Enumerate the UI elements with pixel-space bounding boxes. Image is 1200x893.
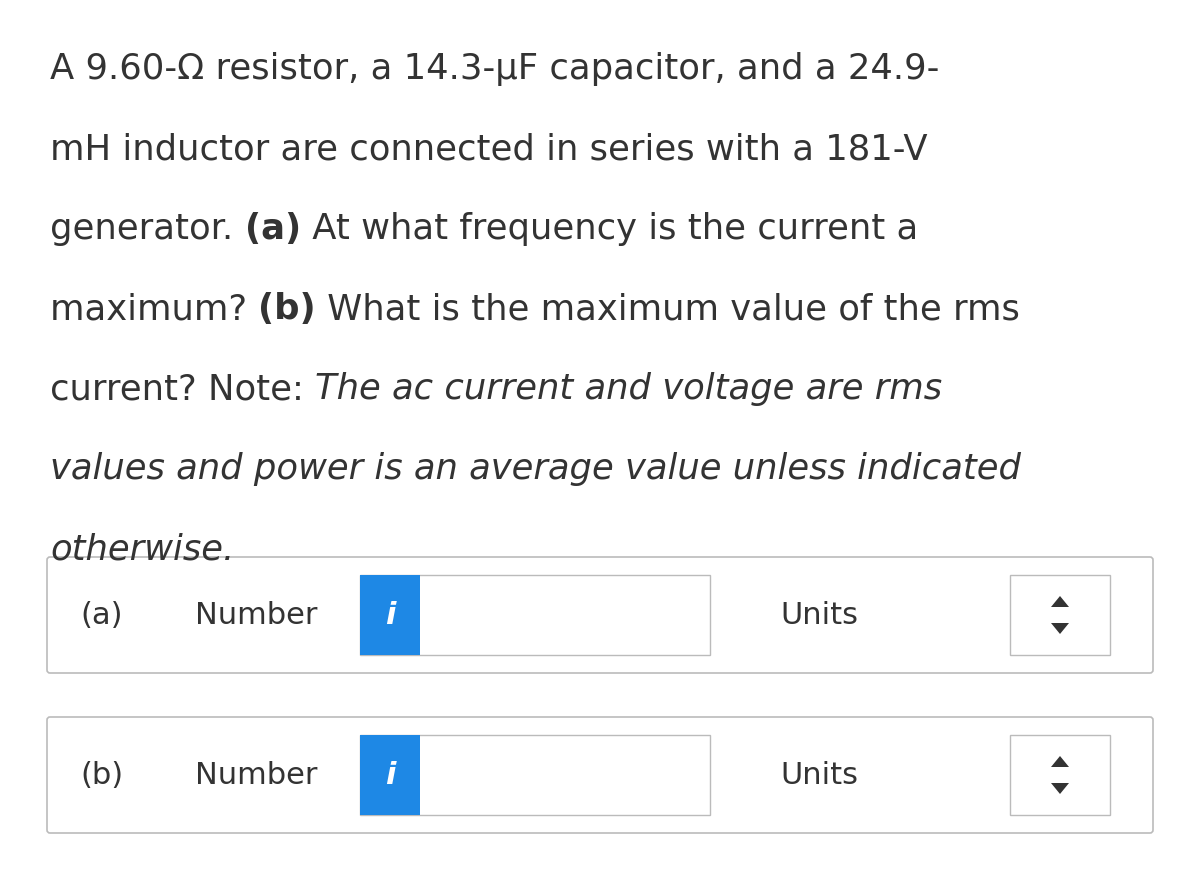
Text: generator.: generator. (50, 212, 245, 246)
Bar (360, 575, 710, 655)
Text: Number: Number (194, 600, 318, 630)
Polygon shape (1051, 756, 1069, 767)
FancyBboxPatch shape (47, 717, 1153, 833)
Text: Number: Number (194, 761, 318, 789)
Text: i: i (385, 761, 395, 789)
Text: (b): (b) (258, 292, 316, 326)
Text: At what frequency is the current a: At what frequency is the current a (301, 212, 918, 246)
Text: maximum?: maximum? (50, 292, 258, 326)
Text: Units: Units (780, 761, 858, 789)
Bar (360, 735, 420, 815)
Text: A 9.60-Ω resistor, a 14.3-μF capacitor, and a 24.9-: A 9.60-Ω resistor, a 14.3-μF capacitor, … (50, 52, 940, 86)
Text: (a): (a) (245, 212, 301, 246)
Text: (b): (b) (80, 761, 124, 789)
Text: values and power is an average value unless indicated: values and power is an average value unl… (50, 452, 1021, 486)
Polygon shape (1051, 596, 1069, 607)
Polygon shape (1051, 623, 1069, 634)
Text: (a): (a) (80, 600, 122, 630)
Text: mH inductor are connected in series with a 181-V: mH inductor are connected in series with… (50, 132, 928, 166)
Text: i: i (385, 600, 395, 630)
Text: Units: Units (780, 600, 858, 630)
Text: current? Note:: current? Note: (50, 372, 316, 406)
Text: otherwise.: otherwise. (50, 532, 234, 566)
Text: What is the maximum value of the rms: What is the maximum value of the rms (316, 292, 1020, 326)
Bar (360, 735, 710, 815)
Text: The ac current and voltage are rms: The ac current and voltage are rms (316, 372, 942, 406)
FancyBboxPatch shape (47, 557, 1153, 673)
Bar (1010, 575, 1110, 655)
Bar (1010, 735, 1110, 815)
Polygon shape (1051, 783, 1069, 794)
Bar (360, 575, 420, 655)
